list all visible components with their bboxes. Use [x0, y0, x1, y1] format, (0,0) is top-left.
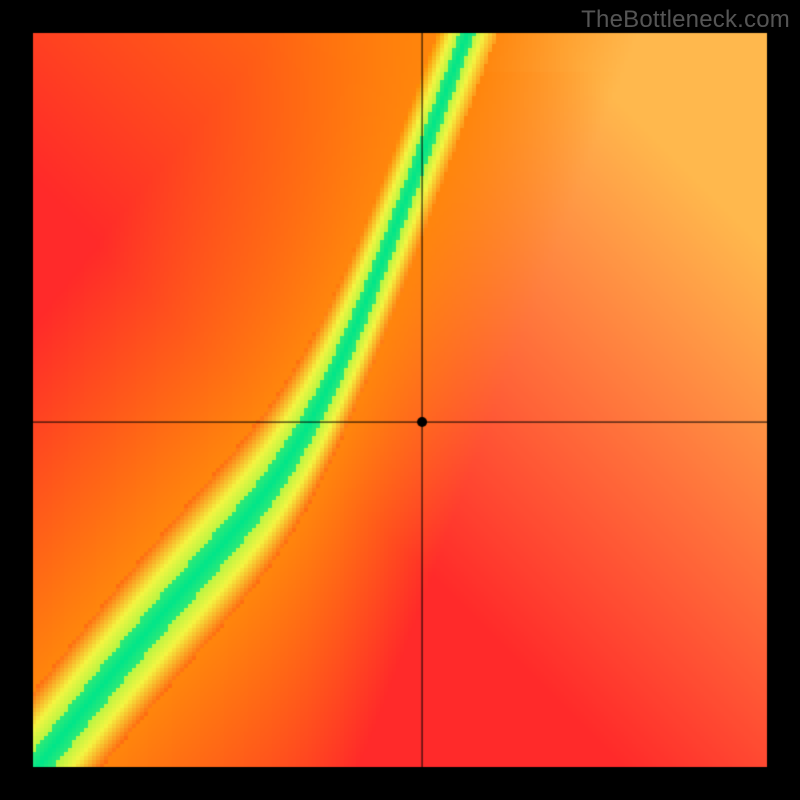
heatmap-canvas	[0, 0, 800, 800]
watermark-text: TheBottleneck.com	[581, 6, 790, 34]
bottleneck-heatmap: TheBottleneck.com	[0, 0, 800, 800]
